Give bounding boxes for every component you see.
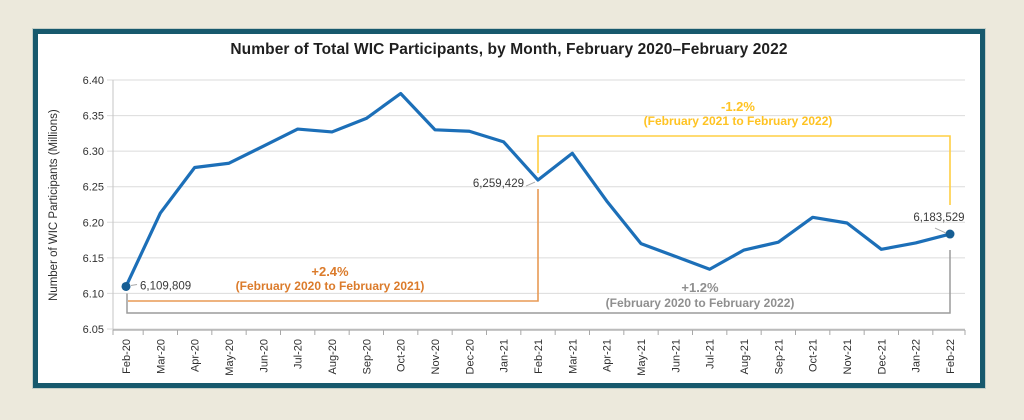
x-tick-label: Feb-20 <box>121 339 133 374</box>
x-tick-label: Apr-20 <box>190 339 202 372</box>
chart-title: Number of Total WIC Participants, by Mon… <box>230 41 788 58</box>
y-tick-label: 6.25 <box>83 182 104 194</box>
change-2021-2022-range: (February 2021 to February 2022) <box>644 114 833 128</box>
x-tick-label: Aug-21 <box>739 339 751 374</box>
y-tick-label: 6.10 <box>83 288 104 300</box>
x-tick-label: Mar-20 <box>155 339 167 374</box>
y-tick-label: 6.15 <box>83 253 104 265</box>
x-tick-label: Dec-20 <box>464 339 476 374</box>
x-tick-label: Nov-21 <box>842 339 854 374</box>
data-point-label: 6,183,529 <box>913 212 964 224</box>
change-2020-2022-pct: +1.2% <box>681 280 719 295</box>
change-2021-2022-bracket <box>537 135 951 205</box>
x-tick-label: Jan-21 <box>499 339 511 373</box>
change-2020-2021-pct: +2.4% <box>311 264 349 279</box>
change-2020-2022-bracket <box>126 250 951 314</box>
x-tick-label: Jul-21 <box>705 339 717 369</box>
x-tick-label: Jul-20 <box>293 339 305 369</box>
data-point-marker <box>945 229 955 239</box>
x-tick-label: Aug-20 <box>327 339 339 374</box>
x-tick-label: Sep-21 <box>773 339 785 374</box>
x-tick-label: Dec-21 <box>876 339 888 374</box>
data-line <box>124 91 952 289</box>
x-tick-label: Nov-20 <box>430 339 442 374</box>
label-leader-line <box>934 227 947 234</box>
x-tick-label: May-20 <box>224 339 236 376</box>
x-tick-label: Jun-20 <box>258 339 270 373</box>
x-tick-label: Sep-20 <box>361 339 373 374</box>
x-tick-label: Apr-21 <box>602 339 614 372</box>
y-tick-label: 6.20 <box>83 217 104 229</box>
label-leader-line <box>130 283 138 286</box>
change-2020-2021-bracket <box>128 189 539 302</box>
wic-participants-chart: Number of Total WIC Participants, by Mon… <box>33 29 985 388</box>
x-tick-label: Jan-22 <box>911 339 923 373</box>
x-tick-label: Feb-22 <box>945 339 957 374</box>
chart-canvas: 6.40 6.35 6.30 6.25 6.20 6.15 6.10 6.05 Feb-20 Ma… <box>83 75 966 376</box>
label-leader-line <box>525 181 536 187</box>
y-tick-label: 6.05 <box>83 324 104 336</box>
y-tick-label: 6.30 <box>83 146 104 158</box>
x-tick-label: Mar-21 <box>567 339 579 374</box>
y-tick-label: 6.35 <box>83 111 104 123</box>
x-tick-label: May-21 <box>636 339 648 376</box>
x-tick-label: Oct-21 <box>808 339 820 372</box>
data-point-label: 6,109,809 <box>140 280 191 292</box>
x-tick-label: Feb-21 <box>533 339 545 374</box>
change-2021-2022-pct: -1.2% <box>721 99 755 114</box>
x-tick-label: Jun-21 <box>670 339 682 373</box>
y-tick-label: 6.40 <box>83 75 104 87</box>
data-point-label: 6,259,429 <box>473 178 524 190</box>
x-tick-label: Oct-20 <box>396 339 408 372</box>
data-point-marker <box>121 281 131 291</box>
change-2020-2022-range: (February 2020 to February 2022) <box>606 296 795 310</box>
change-2020-2021-range: (February 2020 to February 2021) <box>236 279 425 293</box>
